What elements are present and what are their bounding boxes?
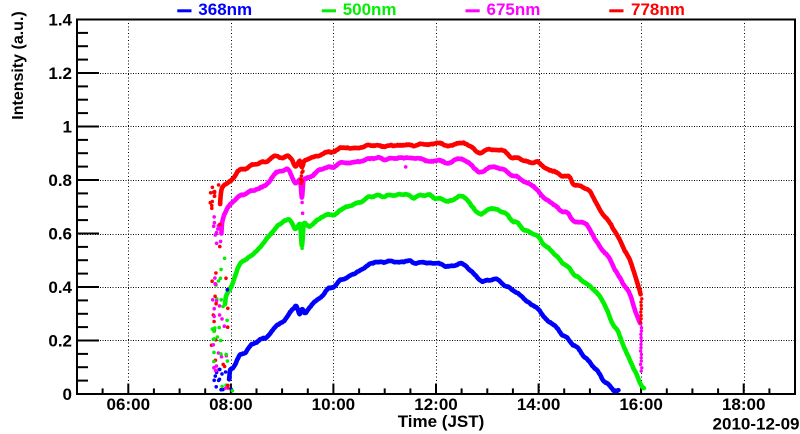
svg-text:778nm: 778nm: [631, 0, 685, 19]
svg-text:06:00: 06:00: [107, 395, 150, 414]
svg-text:500nm: 500nm: [343, 0, 397, 19]
svg-text:12:00: 12:00: [414, 395, 457, 414]
svg-text:18:00: 18:00: [722, 395, 765, 414]
svg-text:1.4: 1.4: [48, 11, 72, 30]
svg-text:14:00: 14:00: [517, 395, 560, 414]
svg-text:0.8: 0.8: [48, 171, 72, 190]
svg-text:Intensity (a.u.): Intensity (a.u.): [10, 11, 27, 119]
svg-text:0.4: 0.4: [48, 278, 72, 297]
svg-text:16:00: 16:00: [619, 395, 662, 414]
svg-text:2010-12-09: 2010-12-09: [713, 415, 800, 434]
svg-text:368nm: 368nm: [198, 0, 252, 19]
svg-text:1: 1: [63, 118, 72, 137]
svg-text:1.2: 1.2: [48, 64, 72, 83]
svg-text:10:00: 10:00: [312, 395, 355, 414]
svg-text:0.6: 0.6: [48, 225, 72, 244]
svg-text:08:00: 08:00: [209, 395, 252, 414]
svg-text:0.2: 0.2: [48, 332, 72, 351]
svg-text:Time (JST): Time (JST): [398, 412, 485, 431]
svg-text:675nm: 675nm: [487, 0, 541, 19]
svg-text:0: 0: [63, 385, 72, 404]
